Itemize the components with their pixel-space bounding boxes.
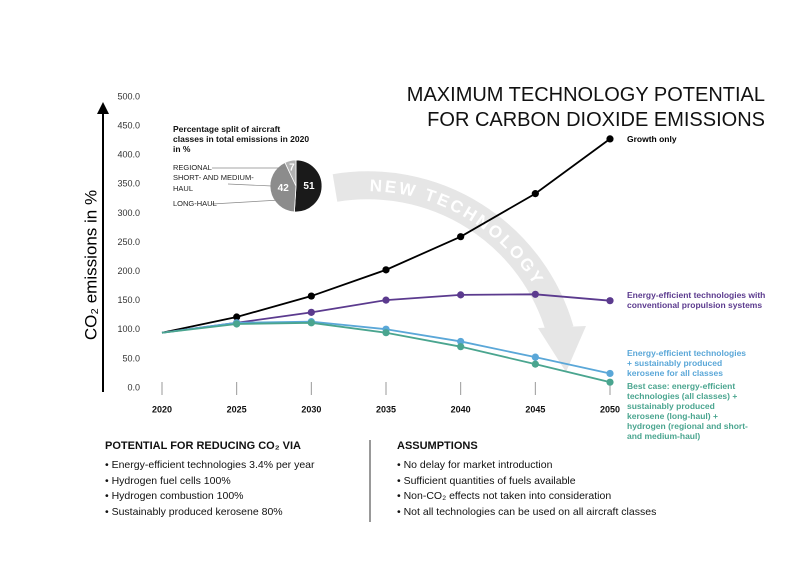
- pie-slice: [284, 159, 297, 187]
- bullet-item: • Hydrogen fuel cells 100%: [105, 474, 231, 487]
- series-label: Best case: energy-efficient technologies…: [627, 381, 748, 441]
- x-tick-label: 2040: [451, 404, 471, 414]
- bullet-item: • Sustainably produced kerosene 80%: [105, 505, 283, 518]
- item-text: Non-CO₂ effects not taken into considera…: [403, 490, 612, 502]
- x-tick-label: 2025: [227, 404, 247, 414]
- bullet-item: • Non-CO₂ effects not taken into conside…: [397, 490, 612, 502]
- data-point: [457, 337, 465, 346]
- y-tick-label: 300.0: [117, 208, 140, 218]
- pie-value-label: 7: [289, 162, 295, 173]
- potential-section: POTENTIAL FOR REDUCING CO₂ VIA • Energy-…: [105, 440, 365, 520]
- section-heading: ASSUMPTIONS: [397, 440, 478, 452]
- data-point: [531, 360, 539, 368]
- section-heading: POTENTIAL FOR REDUCING CO₂ VIA: [105, 440, 301, 452]
- y-tick-label: 200.0: [117, 266, 140, 276]
- data-point: [457, 233, 465, 241]
- chart-title: MAXIMUM TECHNOLOGY POTENTIAL: [407, 84, 765, 106]
- pie-category-label: REGIONAL: [173, 163, 212, 172]
- leader-line: [211, 199, 281, 205]
- y-tick-label: 150.0: [117, 295, 140, 305]
- bullet-item: • Sufficient quantities of fuels availab…: [397, 474, 576, 487]
- y-tick-label: 450.0: [117, 120, 140, 130]
- data-point: [233, 320, 241, 328]
- data-point: [606, 135, 614, 143]
- y-tick-label: 0.0: [127, 382, 140, 392]
- bullet-item: • Not all technologies can be used on al…: [397, 505, 657, 518]
- data-point: [606, 378, 614, 386]
- pie-category-label: LONG-HAUL: [173, 199, 217, 208]
- data-point: [382, 329, 390, 337]
- data-point: [382, 296, 390, 304]
- y-tick-label: 250.0: [117, 237, 140, 247]
- y-tick-label: 50.0: [122, 353, 140, 363]
- data-point: [606, 297, 614, 305]
- data-point: [606, 369, 614, 378]
- y-axis-label: CO₂ emissions in %: [81, 190, 100, 340]
- y-tick-label: 100.0: [117, 324, 140, 334]
- y-tick-label: 400.0: [117, 150, 140, 160]
- bullet-item: • Hydrogen combustion 100%: [105, 490, 244, 502]
- pie-slice: [269, 161, 297, 213]
- bullet-item: • Energy-efficient technologies 3.4% per…: [105, 459, 315, 471]
- pie-title: Percentage split of aircraft classes in …: [173, 124, 310, 154]
- series-label: Energy-efficient technologies with conve…: [627, 290, 766, 310]
- pie-category-label: SHORT- AND MEDIUM-HAUL: [173, 173, 254, 193]
- item-text: Not all technologies can be used on all …: [403, 505, 657, 518]
- x-tick-label: 2035: [376, 404, 396, 414]
- data-point: [531, 190, 539, 198]
- data-point: [307, 308, 315, 316]
- data-point: [233, 313, 241, 321]
- annotation-arrowhead: [538, 326, 586, 372]
- data-point: [307, 292, 315, 300]
- series-label: Growth only: [627, 134, 677, 144]
- data-point: [382, 266, 390, 274]
- x-tick-label: 2020: [152, 404, 172, 414]
- data-point: [531, 290, 539, 298]
- assumptions-section: ASSUMPTIONS • No delay for market introd…: [397, 440, 697, 520]
- y-tick-label: 500.0: [117, 91, 140, 101]
- data-point: [457, 343, 465, 351]
- x-tick-label: 2030: [301, 404, 321, 414]
- item-text: Hydrogen combustion 100%: [111, 490, 244, 502]
- data-point: [457, 291, 465, 299]
- item-text: Energy-efficient technologies 3.4% per y…: [111, 459, 315, 471]
- data-point: [531, 353, 539, 361]
- item-text: No delay for market introduction: [403, 459, 553, 471]
- x-tick-label: 2045: [525, 404, 545, 414]
- y-axis-arrow: [97, 102, 109, 114]
- bullet-item: • No delay for market introduction: [397, 459, 553, 471]
- pie-slice: [293, 159, 323, 213]
- series-label: Energy-efficient technologies + sustaina…: [627, 348, 747, 378]
- pie-value-label: 42: [278, 183, 290, 194]
- annotation-arrow: [332, 171, 574, 334]
- pie-value-label: 51: [303, 181, 315, 192]
- x-tick-label: 2050: [600, 404, 620, 414]
- y-tick-label: 350.0: [117, 179, 140, 189]
- data-point: [307, 319, 315, 327]
- item-text: Hydrogen fuel cells 100%: [111, 474, 231, 487]
- item-text: Sufficient quantities of fuels available: [403, 474, 576, 487]
- chart-title: FOR CARBON DIOXIDE EMISSIONS: [427, 109, 765, 131]
- item-text: Sustainably produced kerosene 80%: [111, 505, 283, 518]
- leader-line: [227, 183, 273, 187]
